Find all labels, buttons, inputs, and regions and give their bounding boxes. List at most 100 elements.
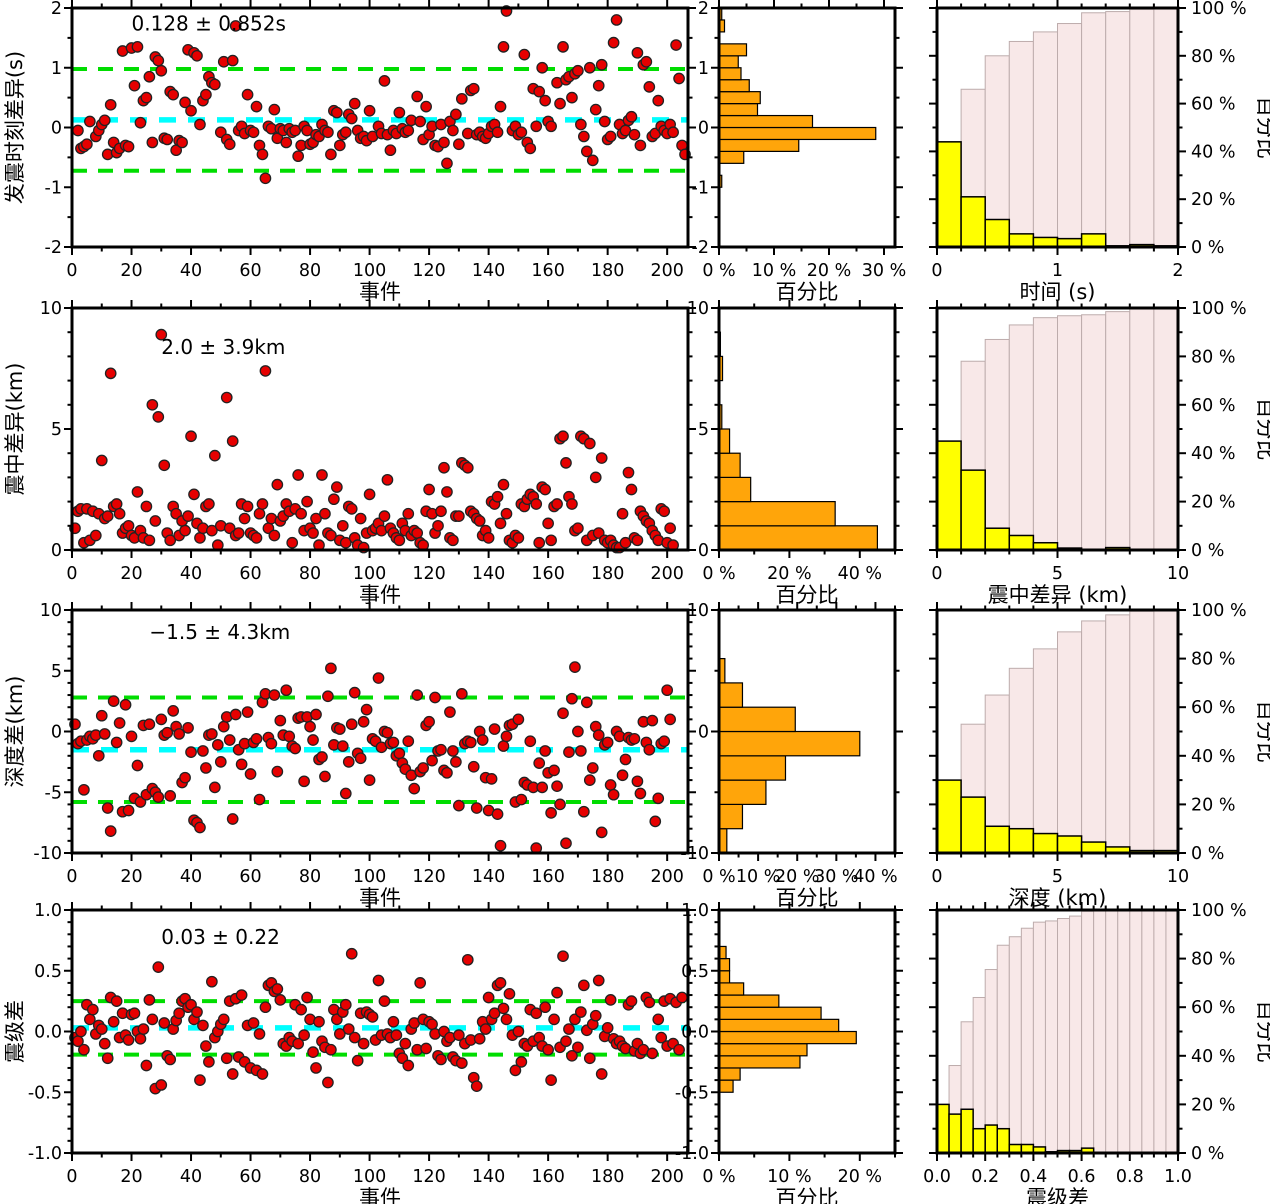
tick-label: 0.0 xyxy=(923,1167,951,1187)
scatter-point xyxy=(497,1002,510,1015)
scatter-point xyxy=(566,1049,578,1062)
scatter-point xyxy=(250,732,263,745)
scatter-point xyxy=(420,100,432,113)
hist-bar xyxy=(718,706,796,733)
tick-label: 140 xyxy=(472,1167,505,1187)
scatter-point xyxy=(628,128,641,141)
scatter-point xyxy=(268,529,281,542)
cumulative-bar xyxy=(1117,909,1131,1154)
scatter-point xyxy=(435,743,447,756)
scatter-point xyxy=(122,140,135,153)
tick-label: 140 xyxy=(472,867,505,887)
cumulative-bar xyxy=(996,944,1010,1154)
scatter-point xyxy=(661,684,674,697)
tick-label: 5 xyxy=(51,662,62,682)
scatter-point xyxy=(179,96,191,109)
scatter-point xyxy=(455,687,468,700)
scatter-point xyxy=(658,505,671,518)
scatter-point xyxy=(393,534,406,547)
scatter-point xyxy=(649,815,662,828)
scatter-point xyxy=(81,138,93,151)
scatter-point xyxy=(226,435,239,447)
scatter-point xyxy=(497,40,510,53)
scatter-point xyxy=(182,722,194,734)
tick-label: 140 xyxy=(472,564,505,584)
scatter-point xyxy=(333,1028,346,1040)
scatter-point xyxy=(310,1062,322,1074)
x-axis-label: 震级差 xyxy=(1026,1186,1089,1204)
scatter-point xyxy=(155,713,168,726)
tick-label: 200 xyxy=(650,564,683,584)
scatter-point xyxy=(426,754,438,767)
scatter-point xyxy=(72,124,84,137)
scatter-point xyxy=(122,804,135,817)
scatter-point xyxy=(164,534,177,547)
cumulative-bar xyxy=(1129,8,1155,248)
scatter-point xyxy=(161,133,174,146)
hist-bar xyxy=(718,91,761,105)
scatter-point xyxy=(322,690,334,703)
tick-label: 100 xyxy=(353,867,386,887)
scatter-point xyxy=(447,745,459,757)
scatter-point xyxy=(223,734,236,746)
tick-label: -10 xyxy=(680,844,709,864)
frequency-bar xyxy=(984,1124,999,1154)
scatter-point xyxy=(563,1023,575,1035)
scatter-point xyxy=(625,995,638,1007)
frequency-bar xyxy=(960,469,986,551)
scatter-point xyxy=(542,517,554,530)
frequency-bar xyxy=(936,779,962,854)
scatter-point xyxy=(622,466,635,479)
scatter-point xyxy=(325,662,337,675)
scatter-point xyxy=(339,787,352,800)
scatter-point xyxy=(322,1076,334,1089)
tick-label: 20 xyxy=(120,1167,142,1187)
scatter-point xyxy=(572,1041,584,1054)
scatter-point xyxy=(390,1029,403,1041)
scatter-point xyxy=(208,78,221,91)
tick-label: 20 % xyxy=(807,261,851,281)
frequency-bar xyxy=(984,825,1011,854)
scatter-point xyxy=(357,715,370,728)
scatter-point xyxy=(572,725,584,738)
scatter-point xyxy=(232,527,245,539)
tick-label: 1 xyxy=(698,59,709,79)
scatter-point xyxy=(101,802,114,814)
tick-label: 20 xyxy=(120,261,142,281)
scatter-point xyxy=(203,1056,215,1068)
scatter-point xyxy=(450,108,462,121)
tick-label: 80 xyxy=(299,867,321,887)
panel-magnitude-cumhist: 0.0 0.2 0.4 0.6 0.8 1.0 0 % 20 % 40 % 60 % 80 % 100… xyxy=(923,901,1270,1204)
scatter-point xyxy=(673,1043,685,1056)
scatter-point xyxy=(554,798,566,811)
cumulative-bar xyxy=(1153,307,1179,551)
hist-bar xyxy=(718,1006,822,1020)
scatter-point xyxy=(95,709,108,722)
tick-label: 40 xyxy=(180,261,202,281)
scatter-point xyxy=(536,61,549,74)
tick-label: -2 xyxy=(45,238,62,258)
scatter-point xyxy=(536,781,549,794)
scatter-point xyxy=(155,64,168,77)
scatter-point xyxy=(518,48,531,61)
scatter-point xyxy=(503,987,516,1000)
scatter-point xyxy=(259,365,272,377)
scatter-point xyxy=(131,486,144,498)
scatter-point xyxy=(411,689,424,701)
tick-label: 100 % xyxy=(1191,0,1247,19)
scatter-point xyxy=(592,974,605,987)
tick-label: 20 % xyxy=(1191,795,1235,815)
scatter-point xyxy=(393,747,406,760)
scatter-point xyxy=(628,732,641,745)
scatter-point xyxy=(515,126,528,139)
scatter-point xyxy=(664,522,676,535)
tick-label: 80 % xyxy=(1191,950,1235,970)
scatter-point xyxy=(313,1015,325,1028)
cumulative-bar xyxy=(1141,909,1155,1154)
tick-label: 40 % xyxy=(1191,142,1235,162)
scatter-point xyxy=(592,729,605,741)
hist-bar xyxy=(718,970,731,984)
y-axis-label: 深度差(km) xyxy=(3,675,27,787)
y-axis-label-right: 百分比 xyxy=(1254,96,1270,159)
